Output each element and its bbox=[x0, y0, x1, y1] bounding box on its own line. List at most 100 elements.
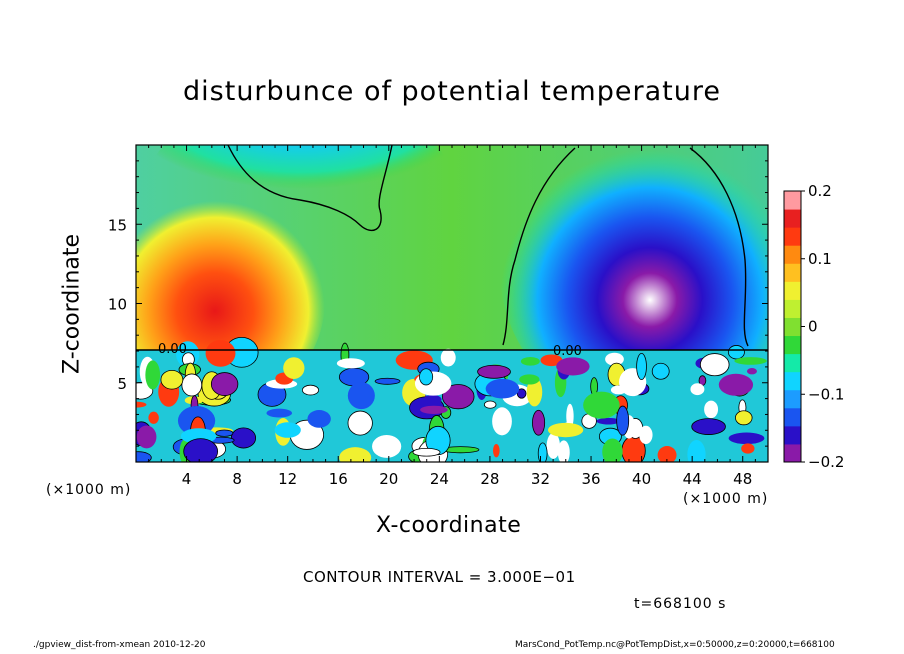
footer-left-text: ./gpview_dist-from-xmean 2010-12-20 bbox=[33, 640, 206, 650]
turbulent-patch bbox=[483, 400, 497, 409]
turbulent-patch bbox=[266, 408, 293, 418]
y-tick-label: 15 bbox=[108, 216, 127, 234]
turbulent-patch bbox=[639, 425, 653, 445]
x-unit-label-left: (×1000 m) bbox=[46, 482, 132, 498]
colorbar-segment bbox=[784, 263, 801, 282]
colorbar-tick-label: 0.1 bbox=[808, 250, 832, 268]
turbulent-patch bbox=[718, 373, 754, 396]
colorbar-segment bbox=[784, 191, 801, 210]
turbulent-patch bbox=[230, 427, 257, 449]
turbulent-patch bbox=[540, 354, 563, 367]
turbulent-patch bbox=[420, 405, 448, 414]
turbulent-patch bbox=[301, 384, 320, 396]
turbulent-patch bbox=[602, 438, 623, 462]
turbulent-patch bbox=[746, 368, 757, 375]
time-label: t=668100 s bbox=[634, 596, 727, 612]
colorbar-tick-label: 0 bbox=[808, 318, 818, 336]
contour-labels: 0.00 0.00 bbox=[158, 342, 582, 359]
turbulent-patch bbox=[546, 432, 561, 459]
turbulent-patch bbox=[526, 377, 543, 407]
colorbar-segment bbox=[784, 443, 801, 463]
colorbar-segment bbox=[784, 299, 801, 318]
y-axis-label: Z-coordinate bbox=[59, 234, 85, 374]
turbulent-patch bbox=[442, 384, 475, 410]
turbulent-patch bbox=[425, 425, 451, 456]
colorbar-tick-label: 0.2 bbox=[808, 182, 832, 200]
x-tick-label: 12 bbox=[278, 470, 297, 488]
colorbar-segment bbox=[784, 407, 801, 427]
x-tick-label: 16 bbox=[329, 470, 348, 488]
turbulent-patch bbox=[493, 443, 500, 458]
contour-label: 0.00 bbox=[553, 344, 582, 359]
turbulent-patch bbox=[651, 362, 670, 380]
turbulent-patch bbox=[566, 403, 574, 429]
y-axis: 5 10 15 bbox=[108, 160, 768, 447]
turbulent-patch bbox=[136, 425, 157, 449]
turbulent-patch bbox=[412, 447, 441, 457]
turbulent-patch bbox=[374, 377, 401, 385]
turbulent-patch bbox=[283, 357, 305, 379]
colorbar-tick-label: −0.1 bbox=[808, 385, 844, 403]
footer-right-text: MarsCond_PotTemp.nc@PotTempDist,x=0:5000… bbox=[515, 640, 835, 650]
x-axis: 4 8 12 16 20 24 28 32 36 40 44 48 bbox=[148, 145, 756, 488]
turbulent-patch bbox=[605, 352, 624, 366]
turbulent-patch bbox=[556, 357, 590, 376]
chart-title: disturbunce of potential temperature bbox=[183, 76, 721, 107]
colorbar-segment bbox=[784, 371, 801, 391]
turbulent-patch bbox=[485, 378, 520, 399]
turbulent-patch bbox=[440, 348, 456, 367]
x-tick-label: 36 bbox=[581, 470, 600, 488]
turbulent-patches bbox=[136, 336, 767, 462]
colorbar-segment bbox=[784, 227, 801, 246]
turbulent-patch bbox=[516, 388, 527, 399]
x-unit-label-right: (×1000 m) bbox=[683, 491, 769, 507]
turbulent-patch bbox=[477, 364, 511, 379]
colorbar-segment bbox=[784, 317, 801, 337]
turbulent-patch bbox=[347, 382, 375, 410]
turbulent-patch bbox=[423, 394, 442, 405]
turbulent-patch bbox=[347, 410, 373, 436]
turbulent-patch bbox=[215, 429, 234, 437]
turbulent-patch bbox=[183, 438, 219, 462]
x-tick-label: 8 bbox=[232, 470, 242, 488]
turbulent-patch bbox=[596, 417, 621, 425]
colorbar-segment bbox=[784, 353, 801, 373]
turbulent-patch bbox=[537, 442, 548, 462]
colorbar-tick-label: −0.2 bbox=[808, 453, 844, 471]
turbulent-patch bbox=[735, 410, 753, 426]
turbulent-patch bbox=[687, 440, 706, 462]
turbulent-patch bbox=[188, 385, 197, 395]
turbulent-patch bbox=[160, 369, 184, 390]
turbulent-patch bbox=[492, 407, 512, 436]
turbulent-patch bbox=[148, 411, 159, 424]
turbulent-patch bbox=[547, 422, 584, 438]
y-tick-label: 5 bbox=[117, 375, 127, 393]
turbulent-patch bbox=[690, 383, 705, 396]
turbulent-patch bbox=[532, 409, 546, 436]
x-tick-label: 40 bbox=[632, 470, 651, 488]
turbulent-patch bbox=[727, 345, 745, 360]
turbulent-patch bbox=[205, 339, 236, 367]
x-tick-label: 32 bbox=[531, 470, 550, 488]
colorbar: 0.2 0.1 0 −0.1 −0.2 bbox=[783, 182, 844, 471]
x-tick-label: 24 bbox=[430, 470, 449, 488]
turbulent-patch bbox=[136, 451, 152, 462]
turbulent-patch bbox=[691, 418, 726, 435]
x-tick-label: 48 bbox=[733, 470, 752, 488]
turbulent-patch bbox=[704, 400, 719, 419]
turbulent-patch bbox=[616, 405, 630, 436]
turbulent-patch bbox=[372, 434, 402, 458]
colorbar-segment bbox=[784, 425, 801, 445]
x-tick-label: 28 bbox=[480, 470, 499, 488]
turbulent-patch bbox=[307, 410, 331, 428]
x-tick-label: 20 bbox=[379, 470, 398, 488]
turbulent-patch bbox=[419, 368, 434, 386]
colorbar-segment bbox=[784, 281, 801, 300]
colorbar-segment bbox=[784, 335, 801, 355]
colorbar-segment bbox=[784, 245, 801, 264]
turbulent-patch bbox=[520, 357, 540, 366]
turbulent-patch bbox=[519, 374, 540, 385]
turbulent-patch bbox=[136, 401, 147, 408]
contour-line bbox=[227, 144, 393, 232]
